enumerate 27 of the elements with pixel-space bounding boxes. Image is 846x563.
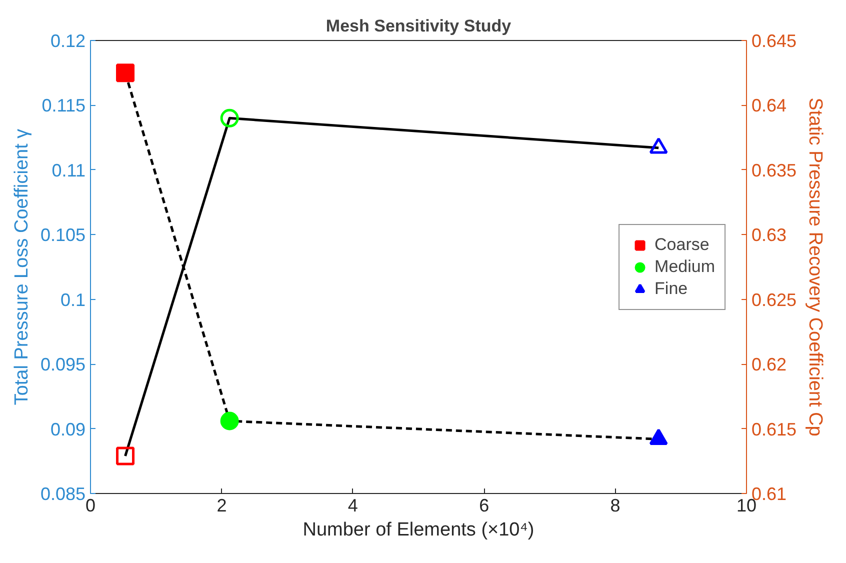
legend-label: Fine — [654, 278, 688, 298]
y-axis-title: Total Pressure Loss Coefficient γ — [11, 128, 32, 406]
y-tick-label: 0.12 — [50, 31, 86, 51]
chart-title: Mesh Sensitivity Study — [326, 16, 512, 36]
y2-tick-label: 0.63 — [752, 225, 787, 246]
x-tick-label: 2 — [216, 496, 227, 516]
y2-tick-label: 0.645 — [752, 31, 797, 51]
y-tick-label: 0.095 — [40, 354, 86, 375]
x-tick-label: 8 — [610, 496, 620, 516]
x-tick-label: 0 — [85, 496, 96, 516]
x-axis-title: Number of Elements (×10⁴) — [302, 520, 534, 540]
y2-tick-label: 0.64 — [752, 96, 787, 116]
y-tick-label: 0.085 — [40, 484, 86, 504]
y2-axis-title: Static Pressure Recovery Coefficient Cp — [804, 98, 826, 436]
x-tick-label: 6 — [479, 496, 490, 516]
y-tick-label: 0.105 — [40, 225, 86, 246]
x-tick-label: 4 — [348, 496, 358, 516]
y-tick-label: 0.11 — [52, 160, 86, 180]
legend-label: Coarse — [654, 234, 710, 254]
y2-tick-label: 0.625 — [752, 290, 797, 310]
y2-tick-label: 0.62 — [752, 354, 787, 375]
y-tick-label: 0.1 — [60, 290, 86, 310]
y-tick-label: 0.09 — [50, 419, 86, 440]
y2-tick-label: 0.615 — [752, 419, 797, 440]
y2-tick-label: 0.635 — [752, 160, 797, 180]
legend-label: Medium — [654, 256, 715, 276]
y-tick-label: 0.115 — [42, 96, 86, 116]
